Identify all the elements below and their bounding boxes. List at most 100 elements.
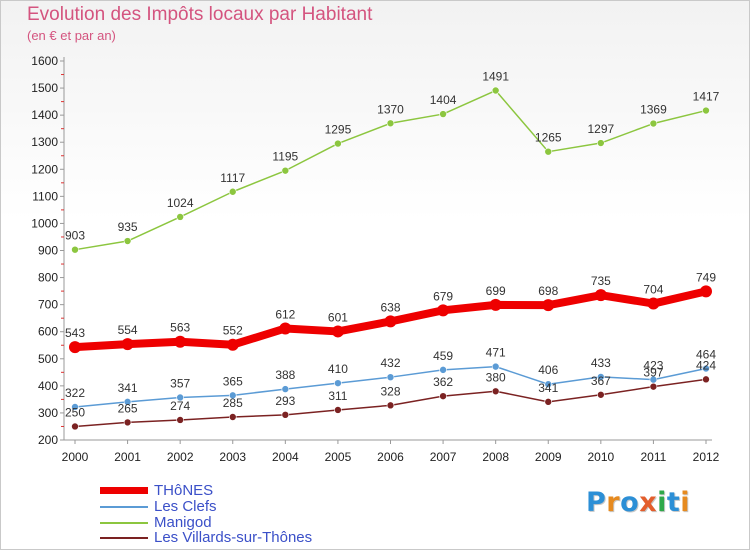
- data-point: [491, 362, 500, 371]
- data-point: [544, 398, 553, 406]
- data-label: 704: [643, 283, 663, 297]
- data-label: 423: [643, 359, 663, 373]
- y-tick-label: 500: [38, 352, 58, 366]
- y-tick-label: 600: [38, 325, 58, 339]
- data-label: 341: [118, 381, 138, 395]
- data-label: 1024: [167, 196, 194, 210]
- data-point: [71, 422, 79, 431]
- data-label: 1117: [220, 171, 245, 185]
- chart-title: Evolution des Impôts locaux par Habitant: [27, 4, 373, 25]
- data-label: 433: [591, 356, 611, 370]
- legend-swatch: [100, 536, 148, 539]
- proxiti-logo: Proxiti: [586, 487, 691, 518]
- data-point: [121, 338, 134, 351]
- y-tick-label: 1200: [31, 162, 58, 176]
- legend-swatch: [100, 505, 148, 508]
- data-label: 293: [275, 394, 295, 408]
- data-point: [702, 375, 710, 384]
- data-point: [174, 335, 187, 348]
- legend-item: Les Clefs: [100, 498, 217, 515]
- data-point: [437, 304, 450, 317]
- data-label: 601: [328, 310, 348, 324]
- data-label: 250: [65, 405, 85, 419]
- data-label: 322: [65, 386, 85, 400]
- data-point: [69, 341, 81, 354]
- data-point: [542, 299, 555, 312]
- data-point: [702, 364, 710, 373]
- y-tick-label: 1100: [32, 189, 58, 203]
- x-tick-label: 2007: [430, 450, 457, 464]
- y-tick-label: 1300: [31, 135, 58, 149]
- data-label: 552: [223, 324, 243, 338]
- data-point: [176, 393, 184, 402]
- y-tick-label: 200: [38, 433, 58, 447]
- legend-swatch: [100, 521, 148, 524]
- y-tick-label: 400: [38, 379, 58, 393]
- data-label: 459: [433, 349, 453, 363]
- data-point: [281, 411, 290, 419]
- data-label: 1265: [535, 131, 562, 145]
- chart-subtitle: (en € et par an): [27, 28, 116, 43]
- data-point: [71, 403, 79, 411]
- y-tick-label: 300: [38, 406, 58, 420]
- y-tick-label: 1400: [31, 108, 58, 122]
- data-point: [386, 401, 395, 410]
- x-tick-label: 2003: [219, 450, 246, 464]
- x-tick-label: 2009: [535, 450, 562, 464]
- data-label: 1297: [587, 122, 614, 136]
- data-point: [491, 86, 500, 95]
- data-label: 1195: [272, 150, 298, 164]
- data-label: 410: [328, 362, 348, 376]
- data-label: 698: [538, 284, 558, 298]
- data-point: [597, 139, 605, 147]
- data-point: [334, 379, 342, 387]
- x-tick-label: 2008: [482, 450, 509, 464]
- data-label: 367: [591, 374, 611, 388]
- data-point: [331, 325, 344, 338]
- data-label: 612: [275, 307, 295, 321]
- y-tick-label: 1600: [31, 54, 58, 68]
- data-label: 406: [538, 363, 558, 377]
- x-tick-label: 2001: [114, 450, 141, 464]
- data-label: 554: [118, 323, 138, 337]
- data-point: [439, 110, 447, 118]
- legend-item: Manigod: [100, 514, 212, 531]
- data-point: [176, 416, 184, 424]
- y-tick-label: 700: [38, 298, 58, 312]
- data-point: [649, 382, 658, 391]
- data-label: 638: [380, 300, 400, 314]
- data-label: 679: [433, 289, 453, 303]
- data-point: [386, 119, 395, 128]
- data-point: [544, 380, 553, 389]
- data-label: 357: [170, 376, 190, 390]
- x-tick-label: 2012: [693, 450, 720, 464]
- data-point: [649, 119, 658, 128]
- legend-label: Manigod: [154, 514, 212, 531]
- y-tick-label: 1000: [31, 216, 58, 230]
- data-point: [439, 392, 447, 400]
- data-point: [279, 322, 292, 335]
- data-point: [647, 297, 660, 310]
- data-label: 1370: [377, 102, 404, 116]
- legend-swatch: [100, 487, 148, 494]
- data-label: 1404: [430, 93, 457, 107]
- legend-label: Les Villards-sur-Thônes: [154, 529, 313, 546]
- data-label: 735: [591, 274, 611, 288]
- x-tick-label: 2002: [167, 450, 194, 464]
- data-point: [439, 366, 447, 374]
- data-point: [491, 387, 500, 396]
- y-tick-label: 800: [38, 271, 58, 285]
- data-point: [597, 390, 605, 399]
- data-point: [597, 373, 605, 381]
- data-label: 1369: [640, 103, 667, 117]
- data-label: 1491: [482, 70, 509, 84]
- data-label: 328: [380, 384, 400, 398]
- data-label: 563: [170, 321, 190, 335]
- data-label: 1417: [693, 90, 720, 104]
- data-label: 749: [696, 270, 716, 284]
- data-point: [489, 298, 502, 311]
- data-point: [700, 285, 712, 298]
- legend-item: Les Villards-sur-Thônes: [100, 529, 313, 546]
